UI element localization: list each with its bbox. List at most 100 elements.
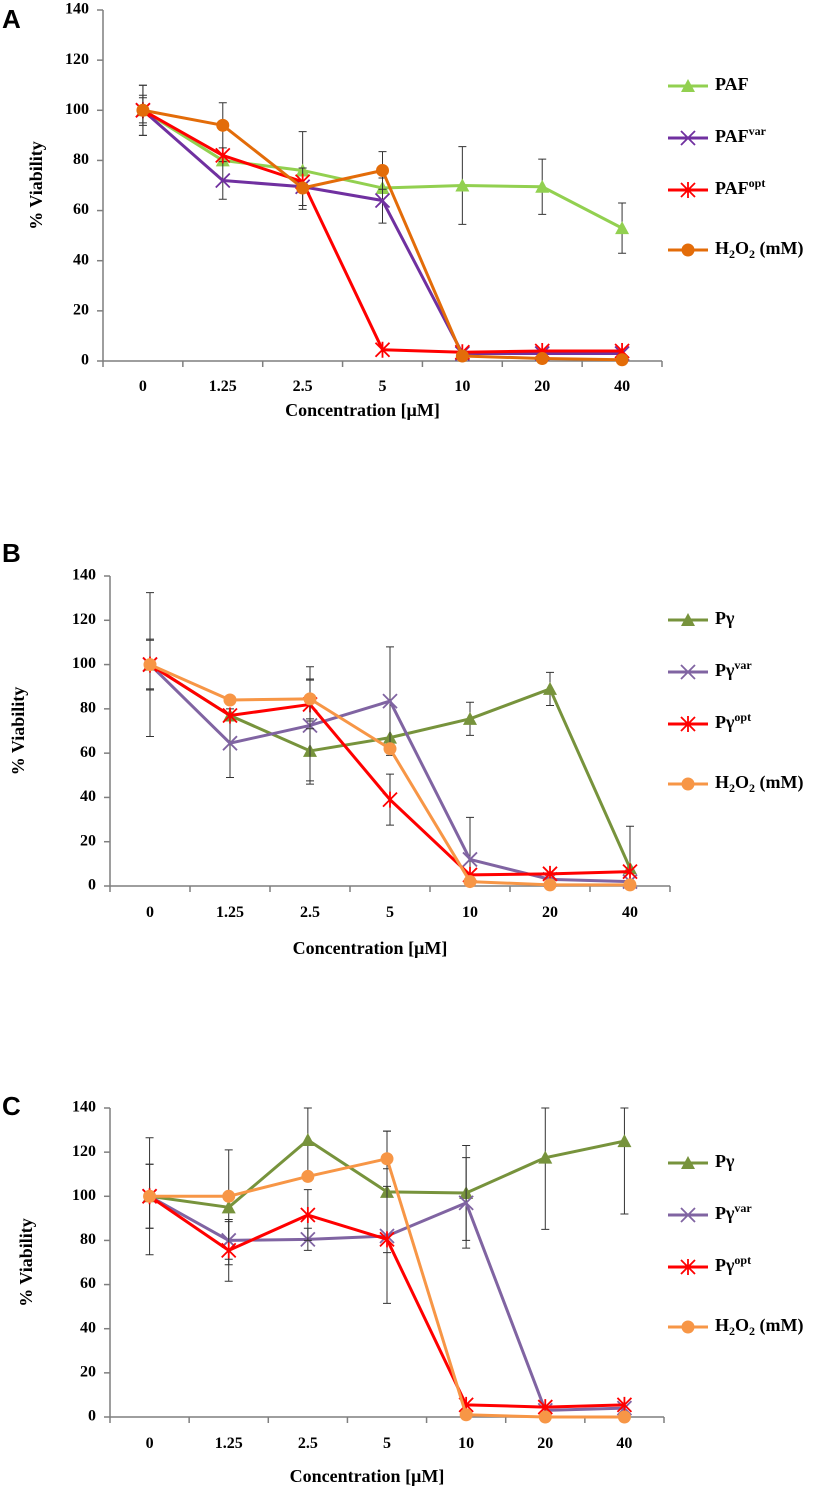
legend-marker [681,79,695,92]
legend-marker [681,613,695,626]
y-tick-label: 20 [73,302,89,319]
data-point [221,1200,236,1214]
data-point [543,681,557,695]
y-tick-label: 80 [80,700,96,717]
error-bar [620,1107,629,1215]
series-pγvar [142,638,638,890]
series-pγopt [141,1163,633,1416]
y-tick-label: 20 [80,1364,96,1381]
legend-label: Pγvar [715,1201,752,1223]
series-pafvar [135,84,630,362]
data-point [617,1410,631,1424]
data-point [383,742,397,756]
data-point [538,1150,553,1164]
data-point [143,1189,157,1203]
data-point [221,1242,237,1259]
legend-marker [681,243,695,257]
legend-marker [681,1320,695,1334]
legend-entry: Pγvar [668,658,752,680]
data-point [622,863,638,880]
data-point [617,1134,632,1148]
series-line [142,108,623,362]
x-tick-label: 40 [614,378,630,395]
legend-entry: Pγopt [668,710,751,732]
data-point [215,147,231,164]
series-h2o2-mm- [136,84,629,367]
legend-label: PAFvar [715,124,767,146]
legend-label: H2O2 (mM) [715,1315,804,1338]
legend-entry: Pγopt [668,1253,751,1275]
legend-marker [680,716,696,732]
data-point [222,1189,236,1203]
x-tick-label: 0 [146,904,154,921]
x-tick-label: 0 [146,1435,154,1452]
data-point [222,707,238,724]
series-h2o2-mm- [143,658,637,892]
y-axis-title: % Viability [8,687,28,776]
legend-entry: H2O2 (mM) [668,238,804,261]
panel-letter: B [2,538,21,568]
y-tick-label: 60 [80,744,96,761]
data-point [379,1231,395,1248]
x-tick-label: 20 [537,1435,553,1452]
legend-label: PAF [715,74,749,94]
data-point [374,341,391,358]
x-tick-label: 0 [139,378,147,395]
y-tick-label: 140 [72,1099,96,1116]
y-tick-label: 60 [80,1275,96,1292]
chart-panel-b: B 0 20 40 60 80 100 120 140 0 1.25 2.5 5 10 20 40 Concen… [2,538,804,958]
x-tick-label: 2.5 [293,378,313,395]
y-axis-title: % Viability [26,141,46,230]
legend-marker [680,664,696,680]
legend-entry: H2O2 (mM) [668,1315,804,1338]
data-point [543,878,557,892]
data-point [455,178,470,192]
data-point [535,351,549,365]
data-point [380,1152,394,1166]
legend-entry: PAFvar [668,124,767,146]
y-tick-label: 100 [72,655,96,672]
data-point [216,118,230,132]
x-axis-title: Concentration [µM] [293,938,448,958]
y-tick-label: 140 [72,567,96,584]
y-tick-label: 80 [73,151,89,168]
data-point [143,658,157,672]
error-bar [541,1107,550,1230]
y-tick-label: 20 [80,832,96,849]
x-tick-label: 10 [462,904,478,921]
x-tick-label: 2.5 [300,904,320,921]
data-point [296,181,310,195]
legend-marker [680,1259,696,1275]
legend-marker [680,182,696,198]
legend-label: Pγ [715,608,735,628]
y-tick-label: 120 [72,1143,96,1160]
series-line [141,109,623,355]
x-tick-label: 1.25 [216,904,244,921]
data-point [615,221,630,235]
data-point [382,693,398,709]
legend-label: PAFopt [715,176,765,198]
y-tick-label: 120 [65,51,89,68]
x-tick-label: 5 [386,904,394,921]
y-axis-title: % Viability [16,1218,36,1307]
y-tick-label: 40 [80,788,96,805]
y-tick-label: 120 [72,611,96,628]
data-point [300,1133,315,1147]
data-point [223,693,237,707]
x-tick-label: 40 [616,1435,632,1452]
legend-entry: Pγvar [668,1201,752,1223]
chart-panel-a: A 0 20 40 60 80 100 120 140 0 1.25 2.5 5 10 20 40 Concen… [2,1,804,420]
series-line [142,108,623,354]
panel-letter: A [2,4,21,34]
data-point [616,1396,633,1413]
data-point [623,878,637,892]
y-tick-label: 140 [65,1,89,18]
data-point [458,1195,474,1211]
data-point [382,791,398,808]
legend-entry: H2O2 (mM) [668,772,804,795]
x-tick-label: 2.5 [298,1435,318,1452]
data-point [303,692,317,706]
legend-marker [680,1207,696,1223]
data-point [462,851,478,868]
legend-label: H2O2 (mM) [715,772,804,795]
